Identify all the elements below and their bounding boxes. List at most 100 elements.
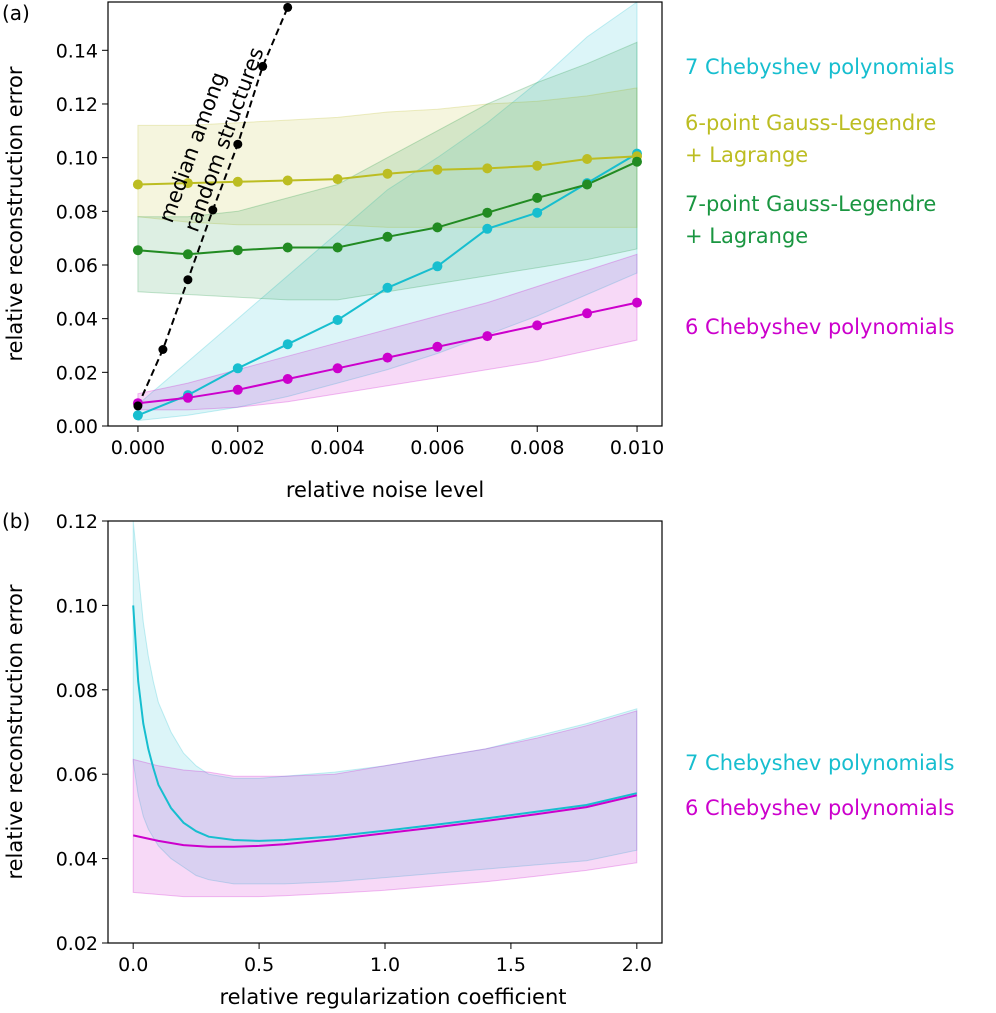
x-tick-label: 0.004 (310, 437, 364, 459)
y-tick-label: 0.08 (56, 680, 98, 702)
band-6-point-gauss-legendre-lagrange (137, 87, 638, 228)
panel-a-x-label: relative noise level (286, 478, 484, 502)
point-7-chebyshev-polynomials (282, 339, 293, 350)
point-6-chebyshev-polynomials (632, 297, 642, 308)
point-6-chebyshev-polynomials (432, 341, 443, 352)
y-tick-label: 0.10 (56, 148, 98, 170)
legend-7-chebyshev-polynomials: 7 Chebyshev polynomials (685, 751, 955, 775)
legend-7-chebyshev-polynomials: 7 Chebyshev polynomials (685, 55, 955, 79)
panel-a: (a) 0.000 0.002 0.004 0.006 0.008 0.010 0.000… (2, 1, 955, 502)
line-7-chebyshev-polynomials (132, 605, 638, 842)
panel-a-y-label: relative reconstruction error (3, 66, 27, 361)
band-6-chebyshev-polynomials (137, 253, 638, 411)
y-tick-label: 0.00 (56, 416, 98, 438)
point-7-chebyshev-polynomials (482, 223, 493, 234)
x-tick-label: 0.0 (118, 954, 148, 976)
panel-b-label: (b) (2, 509, 30, 533)
point-7-point-gauss-legendre-lagrange (182, 249, 193, 260)
y-tick-label: 0.08 (56, 201, 98, 223)
point-median-among-random-structures (233, 139, 243, 149)
x-tick-label: 2.0 (622, 954, 652, 976)
y-tick-label: 0.02 (56, 933, 98, 955)
x-tick-label: 0.5 (244, 954, 274, 976)
point-7-point-gauss-legendre-lagrange (432, 222, 443, 233)
point-median-among-random-structures (133, 401, 143, 411)
panel-b-x-ticks: 0.0 0.5 1.0 1.5 2.0 (118, 943, 652, 976)
point-6-chebyshev-polynomials (232, 384, 243, 395)
point-7-point-gauss-legendre-lagrange (332, 242, 343, 253)
point-6-chebyshev-polynomials (332, 363, 343, 374)
point-6-chebyshev-polynomials (482, 331, 493, 342)
point-7-point-gauss-legendre-lagrange (582, 179, 593, 190)
x-tick-label: 1.0 (370, 954, 400, 976)
x-tick-label: 0.010 (610, 437, 664, 459)
y-tick-label: 0.02 (56, 362, 98, 384)
point-6-chebyshev-polynomials (382, 352, 393, 363)
point-median-among-random-structures (208, 205, 218, 215)
point-6-point-gauss-legendre-lagrange (582, 154, 593, 164)
x-tick-label: 0.002 (211, 437, 265, 459)
point-6-chebyshev-polynomials (532, 320, 543, 331)
point-7-chebyshev-polynomials (332, 315, 343, 325)
panel-b-lines (132, 605, 638, 848)
panel-b-bands (132, 521, 638, 898)
line-6-chebyshev-polynomials (132, 794, 638, 848)
panel-a-label: (a) (2, 1, 30, 25)
point-6-point-gauss-legendre-lagrange (332, 174, 343, 185)
point-7-point-gauss-legendre-lagrange (632, 156, 642, 167)
panel-a-legend: 7 Chebyshev polynomials 6-point Gauss-Leg… (685, 55, 955, 339)
point-6-chebyshev-polynomials (182, 392, 193, 403)
x-tick-label: 0.000 (111, 437, 165, 459)
x-tick-label: 0.008 (510, 437, 564, 459)
point-6-point-gauss-legendre-lagrange (132, 179, 143, 190)
y-tick-label: 0.12 (56, 94, 98, 116)
y-tick-label: 0.04 (56, 849, 98, 871)
point-7-point-gauss-legendre-lagrange (382, 231, 393, 242)
panel-a-x-ticks: 0.000 0.002 0.004 0.006 0.008 0.010 (111, 426, 664, 459)
point-7-chebyshev-polynomials (432, 261, 443, 272)
point-7-chebyshev-polynomials (532, 207, 543, 218)
legend-6-point-gauss-legendre-lagrange: + Lagrange (685, 143, 808, 167)
point-6-point-gauss-legendre-lagrange (282, 175, 293, 186)
x-tick-label: 1.5 (496, 954, 526, 976)
y-tick-label: 0.14 (56, 40, 98, 62)
y-tick-label: 0.12 (56, 511, 98, 533)
point-7-chebyshev-polynomials (232, 363, 243, 374)
point-6-point-gauss-legendre-lagrange (532, 160, 543, 171)
y-tick-label: 0.06 (56, 764, 98, 786)
panel-b-x-label: relative regularization coefficient (219, 985, 566, 1009)
point-6-chebyshev-polynomials (282, 374, 293, 384)
point-median-among-random-structures (258, 61, 268, 71)
point-median-among-random-structures (158, 345, 168, 354)
y-tick-label: 0.04 (56, 309, 98, 331)
band-7-chebyshev-polynomials (132, 521, 638, 885)
y-tick-label: 0.06 (56, 255, 98, 277)
panel-b-y-ticks: 0.02 0.04 0.06 0.08 0.10 0.12 (56, 511, 108, 955)
panel-a-frame (107, 1, 663, 427)
point-6-point-gauss-legendre-lagrange (232, 176, 243, 187)
panel-b-legend: 7 Chebyshev polynomials 6 Chebyshev polyn… (685, 751, 955, 820)
legend-6-chebyshev-polynomials: 6 Chebyshev polynomials (685, 315, 955, 339)
point-6-point-gauss-legendre-lagrange (382, 168, 393, 179)
band-6-chebyshev-polynomials (132, 710, 638, 898)
legend-7-point-gauss-legendre-lagrange: + Lagrange (685, 224, 808, 248)
point-7-chebyshev-polynomials (132, 410, 143, 421)
point-6-point-gauss-legendre-lagrange (482, 163, 493, 174)
point-7-point-gauss-legendre-lagrange (232, 245, 243, 256)
panel-b: (b) 0.0 0.5 1.0 1.5 2.0 0.02 0.04 0.06 0.08 0.10… (2, 509, 955, 1009)
point-median-among-random-structures (183, 275, 193, 285)
panel-a-points (132, 2, 642, 421)
point-6-point-gauss-legendre-lagrange (182, 178, 193, 189)
legend-7-point-gauss-legendre-lagrange: 7-point Gauss-Legendre (685, 192, 936, 216)
point-7-point-gauss-legendre-lagrange (532, 192, 543, 203)
point-7-point-gauss-legendre-lagrange (482, 207, 493, 218)
point-6-point-gauss-legendre-lagrange (432, 164, 443, 175)
legend-6-chebyshev-polynomials: 6 Chebyshev polynomials (685, 796, 955, 820)
point-7-point-gauss-legendre-lagrange (132, 245, 143, 256)
y-tick-label: 0.10 (56, 595, 98, 617)
point-7-point-gauss-legendre-lagrange (282, 242, 293, 253)
panel-a-y-ticks: 0.00 0.02 0.04 0.06 0.08 0.10 0.12 0.14 (56, 40, 108, 438)
legend-6-point-gauss-legendre-lagrange: 6-point Gauss-Legendre (685, 111, 936, 135)
point-6-chebyshev-polynomials (582, 308, 593, 319)
